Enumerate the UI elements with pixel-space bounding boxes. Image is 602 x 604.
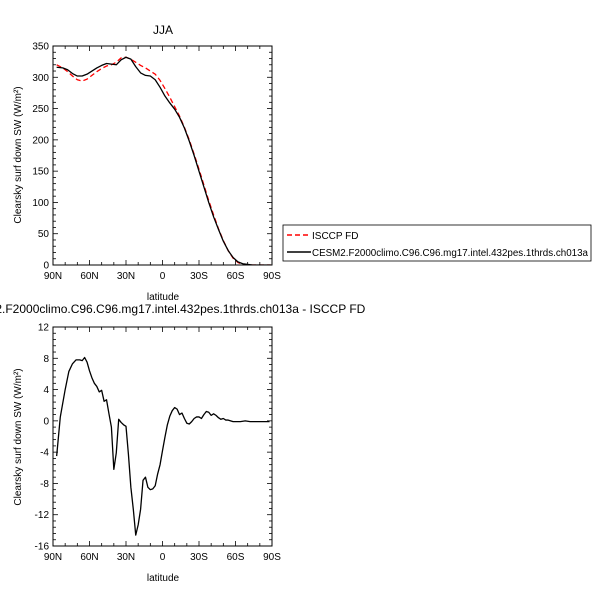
series-lines xyxy=(56,356,270,536)
x-tick-label: 0 xyxy=(160,271,166,282)
y-tick-label: -4 xyxy=(40,448,49,459)
x-tick-label: 60S xyxy=(227,271,245,282)
plot-frame xyxy=(52,45,273,266)
x-tick-label: 30N xyxy=(117,552,135,563)
x-tick-label: 60N xyxy=(80,271,98,282)
legend-label-cesm2: CESM2.F2000climo.C96.C96.mg17.intel.432p… xyxy=(312,248,588,259)
y-tick-label: 350 xyxy=(32,42,49,53)
x-tick-label: 90N xyxy=(44,271,62,282)
x-tick-label: 30S xyxy=(190,271,208,282)
chart-title: CESM2.F2000climo.C96.C96.mg17.intel.432p… xyxy=(0,302,366,316)
legend-box xyxy=(282,224,592,262)
y-tick-label: 12 xyxy=(38,323,50,334)
y-tick-label: 100 xyxy=(32,198,49,209)
x-tick-label: 60N xyxy=(80,552,98,563)
x-tick-label: 0 xyxy=(160,552,166,563)
y-axis-label: Clearsky surf down SW (W/m²) xyxy=(13,368,24,505)
legend: ISCCP FD CESM2.F2000climo.C96.C96.mg17.i… xyxy=(282,224,592,262)
y-tick-label: 0 xyxy=(43,261,49,272)
series-line-cesm2 xyxy=(56,56,271,265)
chart-panel-bottom: CESM2.F2000climo.C96.C96.mg17.intel.432p… xyxy=(0,302,366,584)
x-tick-label: 30S xyxy=(190,552,208,563)
series-lines xyxy=(56,56,271,265)
y-tick-label: -8 xyxy=(40,479,49,490)
x-tick-label: 90S xyxy=(263,271,281,282)
x-tick-label: 60S xyxy=(227,552,245,563)
x-axis-label: latitude xyxy=(147,292,180,303)
y-axis-label: Clearsky surf down SW (W/m²) xyxy=(13,86,24,223)
x-tick-label: 90N xyxy=(44,552,62,563)
y-tick-label: 4 xyxy=(43,385,49,396)
y-tick-label: 300 xyxy=(32,73,49,84)
chart-title: JJA xyxy=(153,23,173,37)
y-tick-label: 8 xyxy=(43,354,49,365)
y-tick-label: 50 xyxy=(38,229,50,240)
plot-area-top: 90N 60N 30N 0 30S 60S 90S 0 50 100 150 200 250 300 350 xyxy=(32,42,281,283)
y-tick-label: -16 xyxy=(35,542,50,553)
y-tick-label: 200 xyxy=(32,135,49,146)
plot-area-bottom: 90N 60N 30N 0 30S 60S 90S -16 -12 -8 -4 0 4 8 12 xyxy=(35,323,282,564)
legend-label-isccp: ISCCP FD xyxy=(312,231,359,242)
x-axis-label: latitude xyxy=(147,573,180,584)
series-line-isccp-fd xyxy=(56,56,271,265)
x-tick-label: 30N xyxy=(117,271,135,282)
y-tick-label: -12 xyxy=(35,510,50,521)
series-line-difference xyxy=(56,356,270,536)
y-tick-label: 250 xyxy=(32,104,49,115)
chart-panel-top: JJA 90N 60N 30N 0 30S 60S 90S 0 50 100 150 200 250 30… xyxy=(13,23,281,303)
y-tick-label: 0 xyxy=(43,416,49,427)
x-tick-label: 90S xyxy=(263,552,281,563)
y-tick-label: 150 xyxy=(32,167,49,178)
